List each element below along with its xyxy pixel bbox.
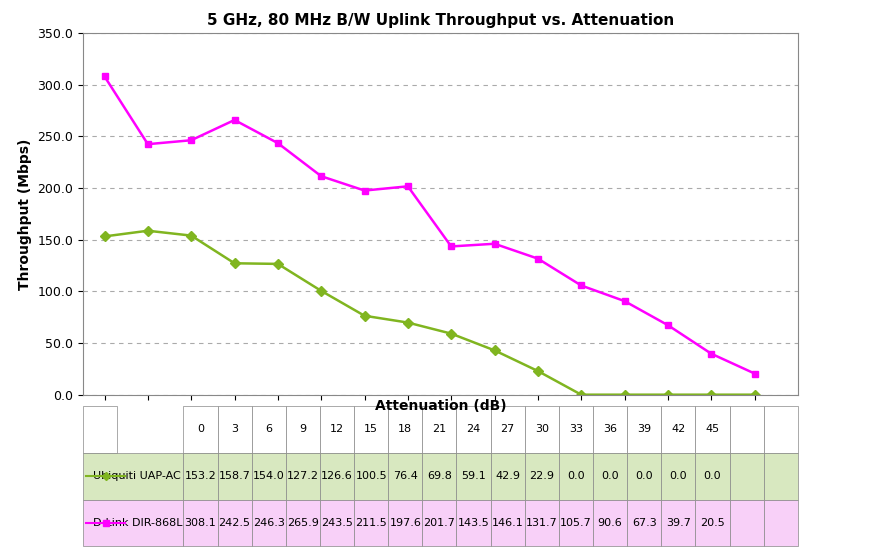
Text: Attenuation (dB): Attenuation (dB) (375, 399, 506, 413)
Y-axis label: Throughput (Mbps): Throughput (Mbps) (17, 138, 31, 290)
Title: 5 GHz, 80 MHz B/W Uplink Throughput vs. Attenuation: 5 GHz, 80 MHz B/W Uplink Throughput vs. … (207, 13, 674, 28)
